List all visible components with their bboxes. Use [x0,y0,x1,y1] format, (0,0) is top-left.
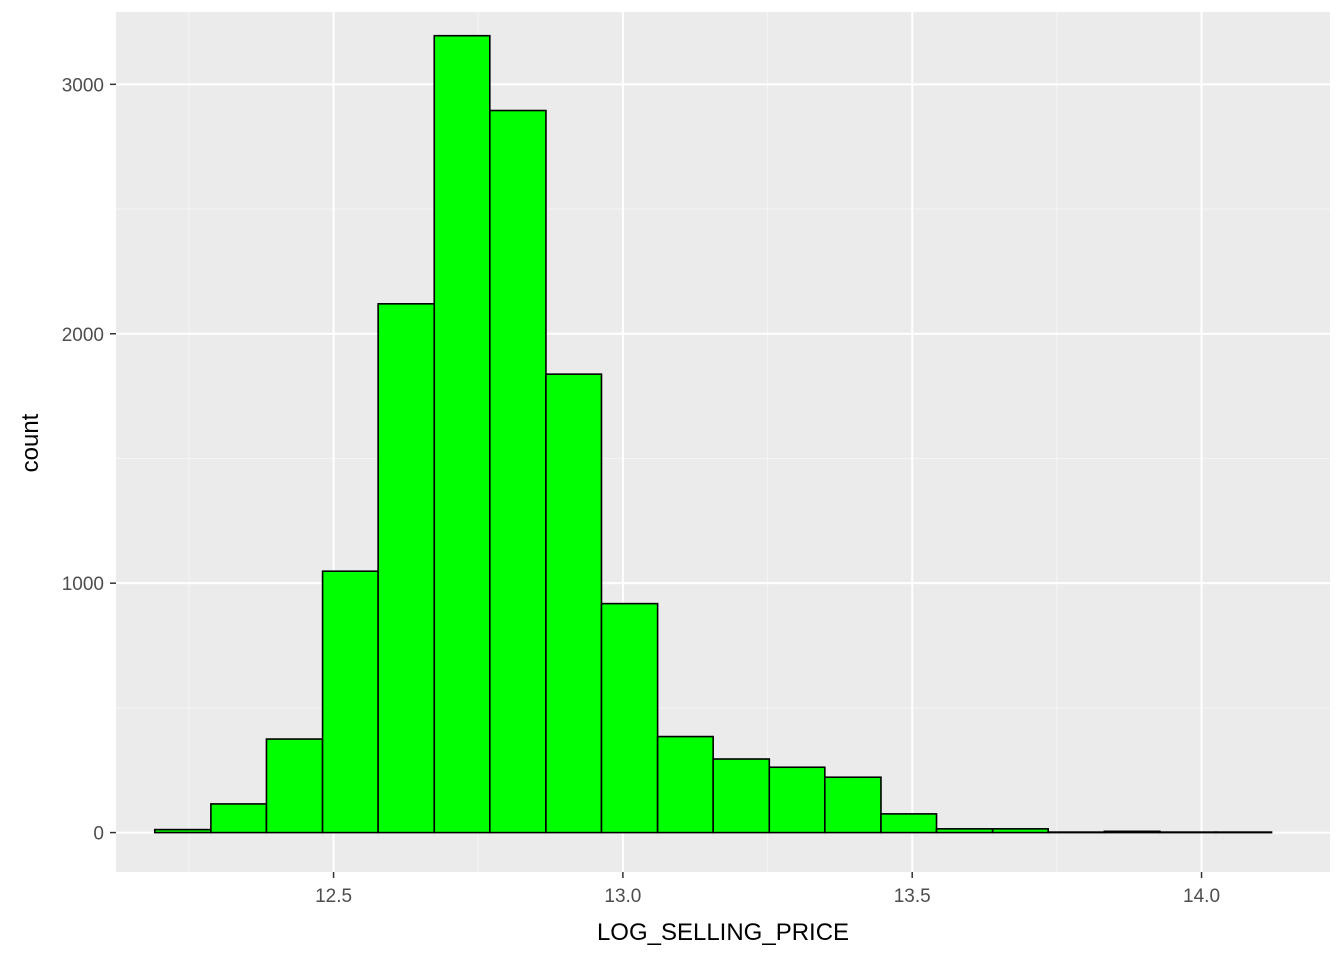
plot-panel [116,12,1330,872]
histogram-bar [1159,831,1217,834]
x-axis-title: LOG_SELLING_PRICE [597,919,849,946]
histogram-bar [768,766,826,834]
histogram-bar [991,828,1049,834]
histogram-bar [656,735,714,834]
histogram-bar [1215,831,1273,834]
histogram-bar [1047,831,1106,834]
x-axis-ticks: 12.5 13.0 13.5 14.0 [315,872,1220,907]
histogram-bar [321,570,379,834]
y-tick-label: 1000 [62,574,104,595]
histogram-bar [210,803,268,834]
x-tick-label: 14.0 [1183,886,1220,907]
histogram-bar [880,813,938,834]
y-axis-ticks: 0 1000 2000 3000 [62,75,116,845]
histogram-bar [600,602,659,834]
x-tick-label: 13.0 [604,886,641,907]
y-tick-label: 3000 [62,75,104,96]
x-tick-label: 13.5 [894,886,931,907]
y-tick-label: 2000 [62,325,104,346]
histogram-bar [377,303,436,834]
histogram-bar [545,373,603,834]
histogram-bar [433,34,491,834]
histogram-bar [824,776,882,834]
histogram-bar [1103,830,1161,834]
y-axis-title: count [17,413,44,472]
histogram-bar [153,828,212,834]
histogram-bar [712,758,771,834]
y-tick-label: 0 [93,824,104,845]
x-tick-label: 12.5 [315,886,352,907]
histogram-bar [489,109,547,834]
histogram-bar [935,828,994,834]
histogram-bars [153,34,1273,834]
histogram-bar [265,738,324,834]
